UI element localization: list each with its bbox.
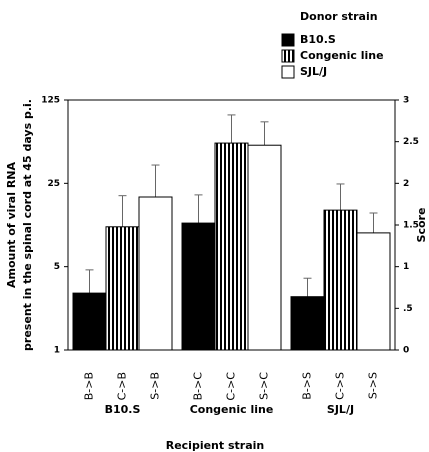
y2-tick-label: 3	[403, 96, 409, 106]
bar	[138, 196, 173, 351]
y-axis-title: present in the spinal cord at 45 days p.…	[21, 99, 34, 351]
legend-swatch	[281, 33, 295, 47]
bar-label: C->S	[334, 372, 347, 400]
bar-label: S->C	[258, 372, 271, 400]
bar	[181, 222, 216, 351]
x-axis-title: Recipient strain	[166, 439, 265, 452]
y2-tick-label: .5	[403, 304, 413, 314]
x-tick-label: Congenic line	[190, 403, 274, 416]
bar	[323, 209, 358, 351]
y2-tick-label: 2	[403, 179, 409, 189]
bar-label: C->B	[116, 372, 129, 400]
y-axis-title: Amount of viral RNA	[5, 162, 18, 289]
bar-label: C->C	[225, 372, 238, 401]
legend-swatch	[281, 65, 295, 79]
y2-tick-label: 1	[403, 262, 409, 272]
bar-label: S->S	[367, 372, 380, 399]
bar	[72, 292, 107, 351]
y-tick-label: 25	[47, 179, 60, 189]
y2-axis-title: Score	[415, 208, 428, 243]
legend-label: Congenic line	[300, 49, 384, 62]
bar-label: B->B	[83, 372, 96, 400]
y2-tick-label: 1.5	[403, 221, 419, 231]
x-tick-label: SJL/J	[327, 403, 354, 416]
legend-title: Donor strain	[300, 10, 378, 23]
bar-label: B->S	[301, 372, 314, 400]
y2-tick-label: 0	[403, 346, 409, 356]
bar	[247, 144, 282, 351]
bar	[105, 226, 140, 351]
legend-swatch	[281, 49, 295, 63]
x-tick-label: B10.S	[105, 403, 141, 416]
bar	[290, 296, 325, 351]
bar-label: S->B	[149, 372, 162, 400]
y-tick-label: 5	[54, 262, 60, 272]
bar-label: B->C	[192, 372, 205, 401]
y-tick-label: 125	[41, 96, 60, 106]
y2-tick-label: 2.5	[403, 137, 419, 147]
legend-label: B10.S	[300, 33, 336, 46]
legend-label: SJL/J	[300, 65, 327, 78]
y-tick-label: 1	[54, 346, 60, 356]
bar	[356, 232, 391, 351]
bar	[214, 142, 249, 351]
